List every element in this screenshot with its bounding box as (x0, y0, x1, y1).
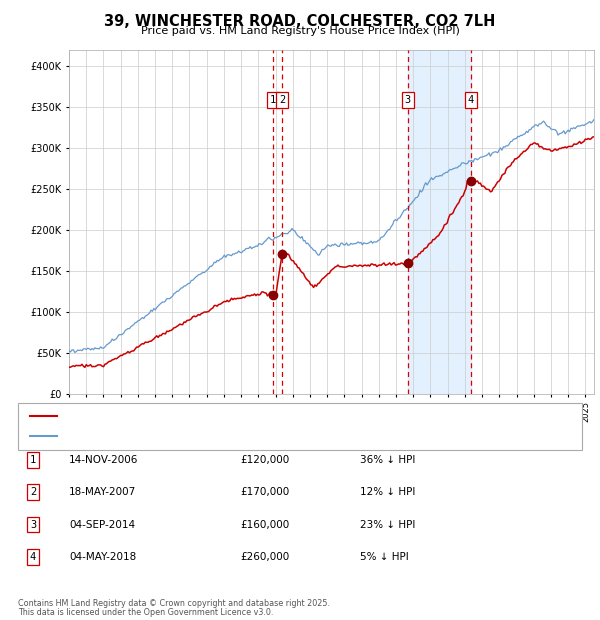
Text: Contains HM Land Registry data © Crown copyright and database right 2025.: Contains HM Land Registry data © Crown c… (18, 600, 330, 608)
Text: This data is licensed under the Open Government Licence v3.0.: This data is licensed under the Open Gov… (18, 608, 274, 617)
Text: 04-MAY-2018: 04-MAY-2018 (69, 552, 136, 562)
Text: 12% ↓ HPI: 12% ↓ HPI (360, 487, 415, 497)
Text: £170,000: £170,000 (240, 487, 289, 497)
Text: 4: 4 (467, 95, 474, 105)
Text: £260,000: £260,000 (240, 552, 289, 562)
Text: 1: 1 (30, 455, 36, 465)
Text: 3: 3 (30, 520, 36, 529)
Bar (407, 50, 471, 394)
Text: £160,000: £160,000 (240, 520, 289, 529)
Text: 1: 1 (270, 95, 277, 105)
Text: 4: 4 (30, 552, 36, 562)
Text: 18-MAY-2007: 18-MAY-2007 (69, 487, 136, 497)
Text: 39, WINCHESTER ROAD, COLCHESTER, CO2 7LH (semi-detached house): 39, WINCHESTER ROAD, COLCHESTER, CO2 7LH… (63, 411, 421, 421)
Text: 36% ↓ HPI: 36% ↓ HPI (360, 455, 415, 465)
Text: 04-SEP-2014: 04-SEP-2014 (69, 520, 135, 529)
Text: 3: 3 (404, 95, 411, 105)
Text: 23% ↓ HPI: 23% ↓ HPI (360, 520, 415, 529)
Text: 2: 2 (279, 95, 285, 105)
Text: 14-NOV-2006: 14-NOV-2006 (69, 455, 139, 465)
Text: Price paid vs. HM Land Registry's House Price Index (HPI): Price paid vs. HM Land Registry's House … (140, 26, 460, 36)
Text: HPI: Average price, semi-detached house, Colchester: HPI: Average price, semi-detached house,… (63, 432, 328, 441)
Text: 5% ↓ HPI: 5% ↓ HPI (360, 552, 409, 562)
Text: 39, WINCHESTER ROAD, COLCHESTER, CO2 7LH: 39, WINCHESTER ROAD, COLCHESTER, CO2 7LH (104, 14, 496, 29)
Text: 2: 2 (30, 487, 36, 497)
Text: £120,000: £120,000 (240, 455, 289, 465)
